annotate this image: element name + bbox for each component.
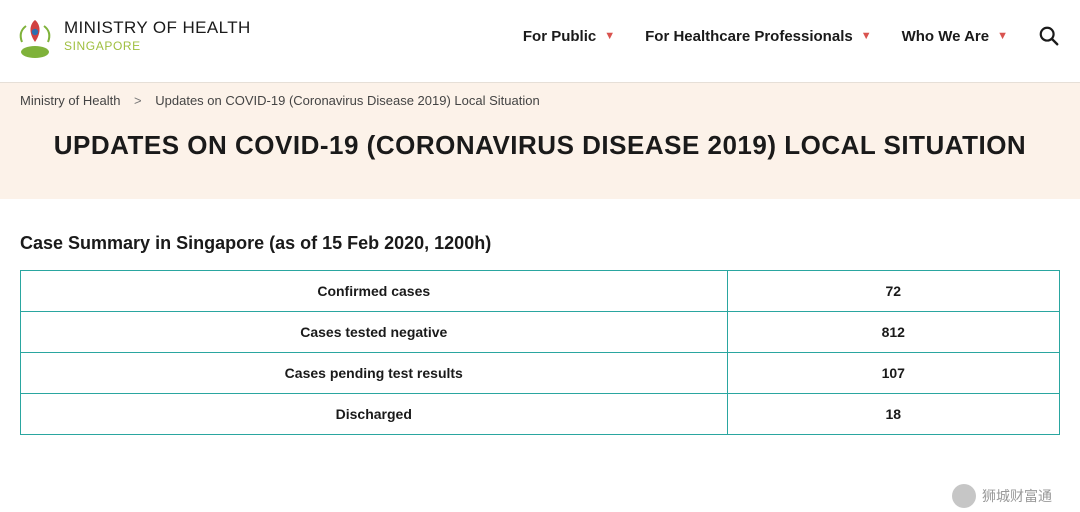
breadcrumb: Ministry of Health > Updates on COVID-19…: [20, 93, 1060, 108]
brand[interactable]: MINISTRY OF HEALTH SINGAPORE: [16, 12, 251, 60]
caret-down-icon: ▼: [861, 30, 872, 42]
top-navbar: MINISTRY OF HEALTH SINGAPORE For Public …: [0, 0, 1080, 82]
brand-line1: MINISTRY OF HEALTH: [64, 18, 251, 38]
summary-heading: Case Summary in Singapore (as of 15 Feb …: [20, 233, 1060, 254]
page-title: UPDATES ON COVID-19 (CORONAVIRUS DISEASE…: [20, 130, 1060, 161]
main-content: Case Summary in Singapore (as of 15 Feb …: [0, 199, 1080, 435]
nav-label: For Healthcare Professionals: [645, 28, 853, 45]
moh-logo: [16, 12, 54, 60]
breadcrumb-root[interactable]: Ministry of Health: [20, 93, 120, 108]
caret-down-icon: ▼: [997, 30, 1008, 42]
watermark-text: 狮城财富通: [982, 486, 1052, 506]
table-row: Discharged 18: [21, 394, 1060, 435]
row-label: Cases pending test results: [21, 353, 728, 394]
table-row: Cases pending test results 107: [21, 353, 1060, 394]
brand-text: MINISTRY OF HEALTH SINGAPORE: [64, 18, 251, 53]
row-value: 107: [727, 353, 1059, 394]
nav-for-public[interactable]: For Public ▼: [523, 28, 615, 45]
row-label: Discharged: [21, 394, 728, 435]
table-row: Confirmed cases 72: [21, 271, 1060, 312]
nav-label: Who We Are: [902, 28, 990, 45]
breadcrumb-current: Updates on COVID-19 (Coronavirus Disease…: [155, 93, 539, 108]
case-summary-table: Confirmed cases 72 Cases tested negative…: [20, 270, 1060, 435]
search-icon[interactable]: [1038, 25, 1060, 47]
nav-for-healthcare-professionals[interactable]: For Healthcare Professionals ▼: [645, 28, 871, 45]
row-value: 18: [727, 394, 1059, 435]
nav-label: For Public: [523, 28, 596, 45]
chevron-right-icon: >: [134, 93, 142, 108]
row-value: 72: [727, 271, 1059, 312]
primary-nav: For Public ▼ For Healthcare Professional…: [523, 25, 1060, 47]
watermark: 狮城财富通: [952, 484, 1052, 508]
table-row: Cases tested negative 812: [21, 312, 1060, 353]
brand-line2: SINGAPORE: [64, 40, 251, 54]
row-label: Cases tested negative: [21, 312, 728, 353]
nav-who-we-are[interactable]: Who We Are ▼: [902, 28, 1008, 45]
page-banner: Ministry of Health > Updates on COVID-19…: [0, 82, 1080, 199]
row-value: 812: [727, 312, 1059, 353]
row-label: Confirmed cases: [21, 271, 728, 312]
caret-down-icon: ▼: [604, 30, 615, 42]
avatar-icon: [952, 484, 976, 508]
